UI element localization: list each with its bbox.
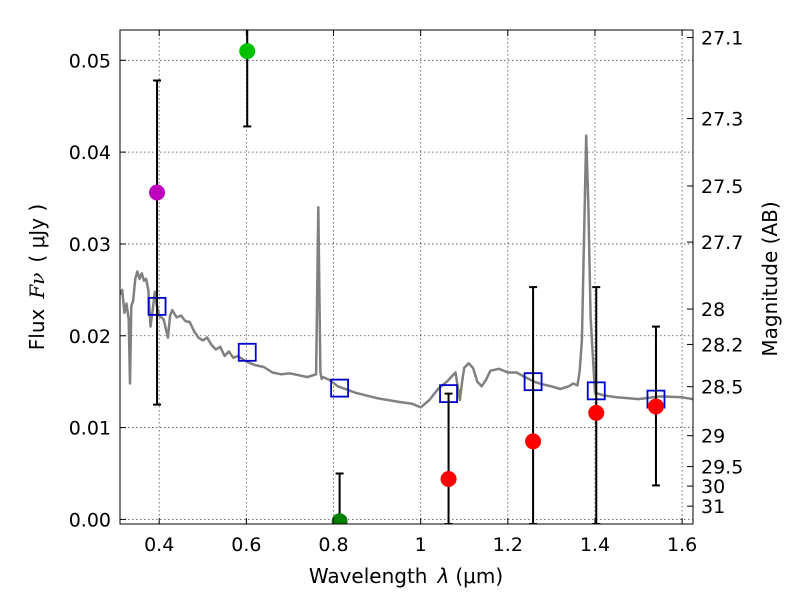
magnitude-tick-label: 28.2	[701, 334, 743, 356]
model-flux-square	[330, 378, 350, 398]
x-tick-label: 1.6	[667, 534, 697, 556]
grid-lines	[120, 30, 693, 524]
y-tick-label: 0.03	[69, 234, 111, 256]
observed-flux-point	[239, 43, 256, 60]
x-axis-label: Wavelength λ (μm)	[309, 564, 503, 588]
magnitude-tick-label: 31	[701, 496, 725, 518]
observed-flux-point	[331, 513, 348, 524]
magnitude-tick-label: 27.5	[701, 176, 743, 198]
magnitude-tick-label: 28	[701, 299, 725, 321]
plot-frame	[119, 29, 694, 525]
observed-flux-point	[588, 404, 605, 421]
y-tick-label: 0.02	[69, 326, 111, 348]
y-tick-label: 0.05	[69, 50, 111, 72]
observed-flux-point	[149, 184, 166, 201]
magnitude-axis-label: Magnitude (AB)	[758, 201, 782, 356]
observed-flux-point	[647, 398, 664, 415]
magnitude-tick-label: 29	[701, 426, 725, 448]
plot-area	[120, 30, 693, 524]
x-tick-label: 0.6	[231, 534, 261, 556]
x-tick-label: 1.2	[493, 534, 523, 556]
observed-flux-point	[440, 471, 457, 488]
model-flux-square	[237, 342, 257, 362]
y-tick-label: 0.01	[69, 418, 111, 440]
magnitude-tick-label: 27.1	[701, 27, 743, 49]
magnitude-tick-label: 27.3	[701, 109, 743, 131]
template-spectrum-line	[120, 134, 693, 409]
x-axis-ticks: 0.4 0.6 0.8 1 1.2 1.4 1.6	[144, 30, 697, 556]
observed-flux-markers	[149, 30, 664, 524]
y-tick-label: 0.00	[69, 509, 111, 531]
magnitude-tick-label: 30	[701, 476, 725, 498]
x-tick-label: 1	[415, 534, 427, 556]
y-tick-label: 0.04	[69, 142, 111, 164]
x-tick-label: 0.4	[144, 534, 174, 556]
observed-flux-point	[525, 433, 542, 450]
y-axis-label: FluxFν( μJy )	[25, 204, 49, 350]
magnitude-tick-label: 29.5	[701, 457, 743, 479]
magnitude-tick-label: 28.5	[701, 377, 743, 399]
y-axis-ticks: 0.00 0.01 0.02 0.03 0.04 0.05	[69, 50, 126, 531]
x-tick-label: 0.8	[318, 534, 348, 556]
magnitude-tick-label: 27.7	[701, 232, 743, 254]
x-tick-label: 1.4	[580, 534, 610, 556]
